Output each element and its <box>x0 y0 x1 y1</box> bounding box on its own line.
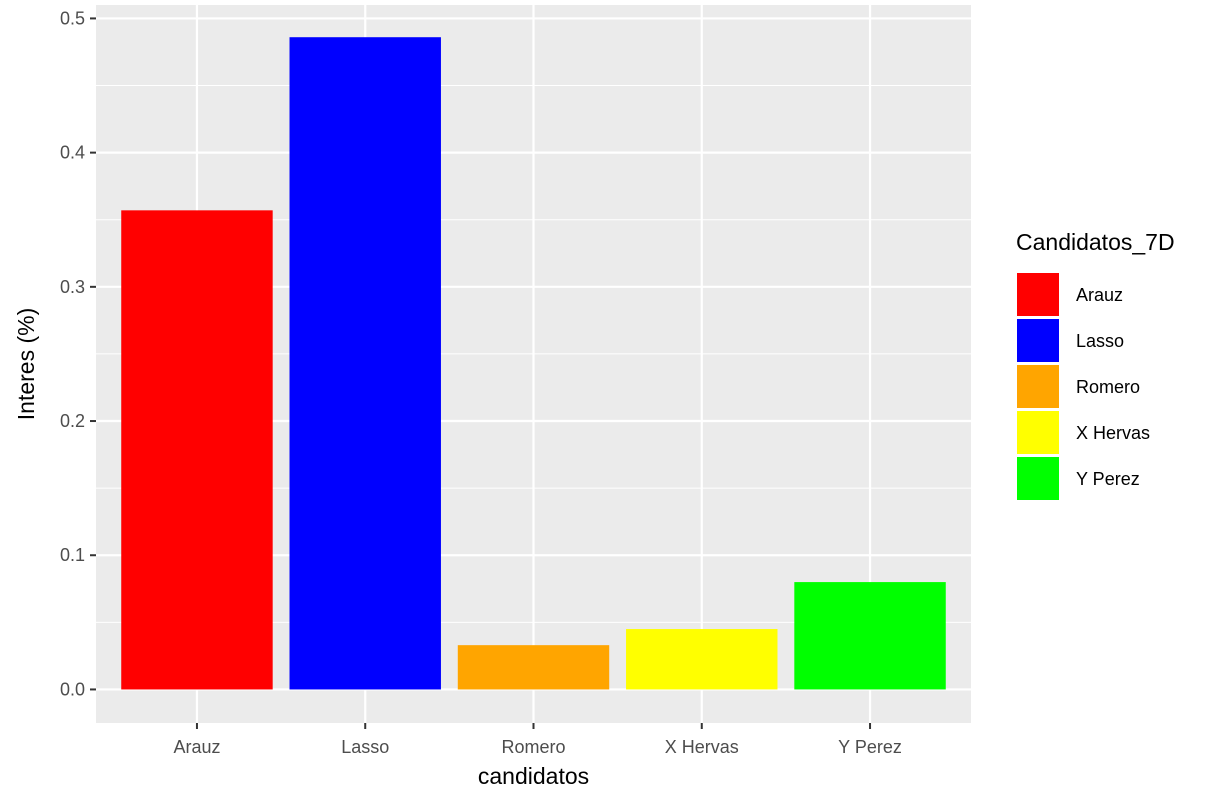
legend-label: Romero <box>1076 377 1140 397</box>
x-tick-label: Arauz <box>173 737 220 757</box>
bar-arauz <box>121 210 273 690</box>
legend-label: X Hervas <box>1076 423 1150 443</box>
legend-swatch <box>1017 273 1059 316</box>
x-axis-title: candidatos <box>478 763 589 789</box>
bar-romero <box>457 645 610 690</box>
legend-swatch <box>1017 319 1059 362</box>
y-axis-title: Interes (%) <box>13 308 39 420</box>
y-tick-label: 0.4 <box>60 143 85 163</box>
legend-swatch <box>1017 411 1059 454</box>
x-axis: Arauz Lasso Romero X Hervas Y Perez <box>173 723 902 757</box>
legend-label: Arauz <box>1076 285 1123 305</box>
y-tick-label: 0.0 <box>60 679 85 699</box>
bar-lasso <box>289 37 441 690</box>
x-tick-label: Lasso <box>341 737 389 757</box>
y-tick-label: 0.3 <box>60 277 85 297</box>
bars <box>121 37 946 690</box>
y-tick-label: 0.1 <box>60 545 85 565</box>
y-axis: 0.0 0.1 0.2 0.3 0.4 0.5 <box>60 8 96 699</box>
legend-label: Y Perez <box>1076 469 1140 489</box>
bar-y-perez <box>794 582 946 690</box>
bar-x-hervas <box>626 629 778 690</box>
y-tick-label: 0.5 <box>60 8 85 28</box>
x-tick-label: Y Perez <box>838 737 902 757</box>
legend: Candidatos_7D Arauz Lasso Romero X Hervas Y … <box>1016 229 1175 500</box>
x-tick-label: Romero <box>501 737 565 757</box>
legend-label: Lasso <box>1076 331 1124 351</box>
legend-swatch <box>1017 457 1059 500</box>
legend-title: Candidatos_7D <box>1016 229 1175 255</box>
x-tick-label: X Hervas <box>665 737 739 757</box>
legend-swatch <box>1017 365 1059 408</box>
y-tick-label: 0.2 <box>60 411 85 431</box>
